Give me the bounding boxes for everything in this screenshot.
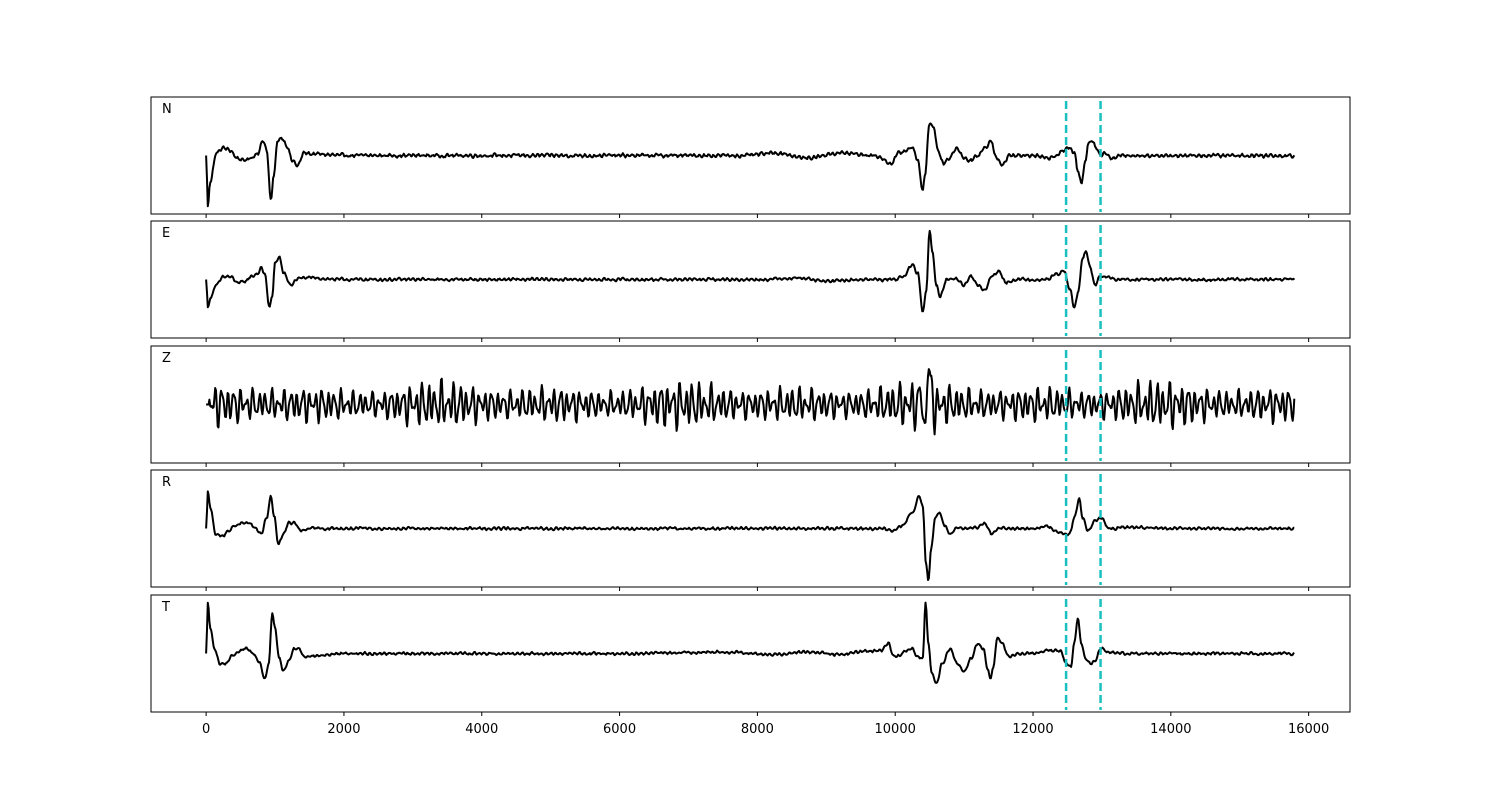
panel-r: R — [150, 469, 1351, 591]
x-tick-label: 0 — [202, 722, 210, 737]
panel-frame — [150, 220, 1351, 339]
x-tick-label: 16000 — [1288, 722, 1329, 737]
trace-line-t — [205, 601, 1295, 684]
panel-frame — [150, 594, 1351, 713]
trace-line-z — [206, 368, 1296, 436]
trace-line-r — [205, 490, 1295, 581]
panel-label-r: R — [162, 475, 171, 490]
trace-line-e — [205, 229, 1296, 313]
panel-frame — [150, 96, 1351, 215]
panel-frame — [150, 345, 1351, 464]
x-tick-label: 14000 — [1150, 722, 1191, 737]
panel-frame — [150, 469, 1351, 588]
trace-panels: N E Z R T — [150, 96, 1351, 716]
x-tick-label: 12000 — [1012, 722, 1053, 737]
x-tick-label: 6000 — [603, 722, 636, 737]
panel-label-t: T — [161, 600, 170, 615]
x-tick-label: 8000 — [741, 722, 774, 737]
trace-line-n — [205, 122, 1296, 208]
panel-label-n: N — [162, 102, 172, 117]
panel-e: E — [150, 220, 1351, 342]
panel-t: T — [150, 594, 1351, 716]
panel-label-z: Z — [162, 351, 171, 366]
x-tick-label: 10000 — [875, 722, 916, 737]
x-axis: 0 2000 4000 6000 8000 10000 12000 14000 16000 — [202, 722, 1329, 737]
panel-z: Z — [150, 345, 1351, 467]
panel-n: N — [150, 96, 1351, 218]
x-tick-label: 2000 — [327, 722, 360, 737]
x-tick-label: 4000 — [465, 722, 498, 737]
panel-label-e: E — [162, 226, 170, 241]
